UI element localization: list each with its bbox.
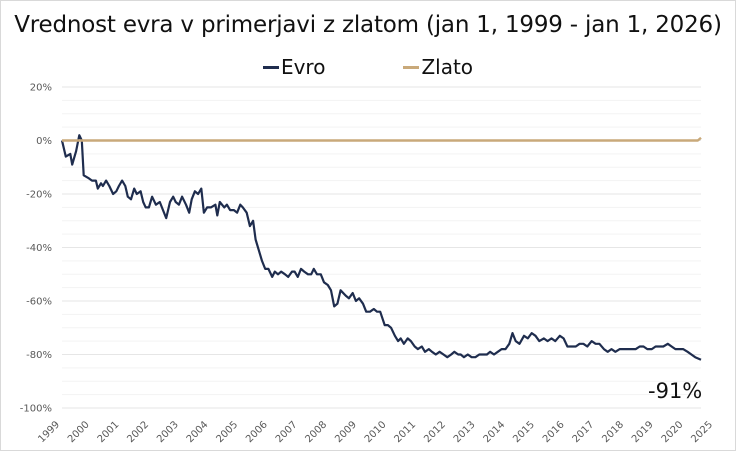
x-tick-label: 2007 <box>274 419 300 445</box>
chart-legend: Evro Zlato <box>0 55 736 79</box>
legend-swatch-evro <box>262 65 279 69</box>
chart-title: Vrednost evra v primerjavi z zlatom (jan… <box>14 12 722 38</box>
x-tick-label: 2017 <box>571 419 597 445</box>
y-tick-label: -20% <box>26 190 52 201</box>
x-tick-label: 2004 <box>185 419 211 445</box>
x-tick-label: 2015 <box>511 419 537 445</box>
x-tick-label: 2006 <box>244 419 270 445</box>
x-tick-label: 2008 <box>303 419 329 445</box>
gridlines <box>62 86 701 409</box>
series-line-zlato <box>62 136 702 142</box>
x-tick-label: 2020 <box>660 419 686 445</box>
y-tick-label: -40% <box>26 243 52 254</box>
x-tick-label: 2013 <box>452 419 478 445</box>
x-axis-labels: 1999 2000 2001 2002 2003 2004 2005 2006 2007 2008… <box>36 419 715 445</box>
legend-item-zlato: Zlato <box>403 55 473 79</box>
x-tick-label: 2001 <box>96 419 122 445</box>
x-tick-label: 2025 <box>689 419 715 445</box>
y-tick-label: -80% <box>26 350 52 361</box>
x-tick-label: 2005 <box>214 419 240 445</box>
y-tick-label: -100% <box>20 404 52 415</box>
final-value-annotation: -91% <box>648 379 703 403</box>
y-axis-labels: 20% 0% -20% -40% -60% -80% -100% <box>20 83 52 415</box>
legend-swatch-zlato <box>403 65 420 69</box>
x-tick-label: 2010 <box>363 419 389 445</box>
x-tick-label: 2018 <box>600 419 626 445</box>
x-tick-label: 2009 <box>333 419 359 445</box>
x-tick-label: 2012 <box>422 419 448 445</box>
y-tick-label: 0% <box>36 136 52 147</box>
x-tick-label: 2000 <box>66 419 92 445</box>
legend-item-evro: Evro <box>262 55 326 79</box>
series-line-evro <box>60 134 702 361</box>
legend-label-zlato: Zlato <box>421 55 474 79</box>
x-tick-label: 2003 <box>155 419 181 445</box>
x-tick-label: 1999 <box>36 419 62 445</box>
x-tick-label: 2002 <box>125 419 151 445</box>
data-lines <box>60 134 702 361</box>
x-tick-label: 2016 <box>541 419 567 445</box>
y-tick-label: -60% <box>26 297 52 308</box>
y-tick-label: 20% <box>30 83 52 94</box>
x-tick-label: 2014 <box>482 419 508 445</box>
x-tick-label: 2019 <box>630 419 656 445</box>
legend-label-evro: Evro <box>280 55 326 79</box>
x-tick-label: 2011 <box>393 419 419 445</box>
